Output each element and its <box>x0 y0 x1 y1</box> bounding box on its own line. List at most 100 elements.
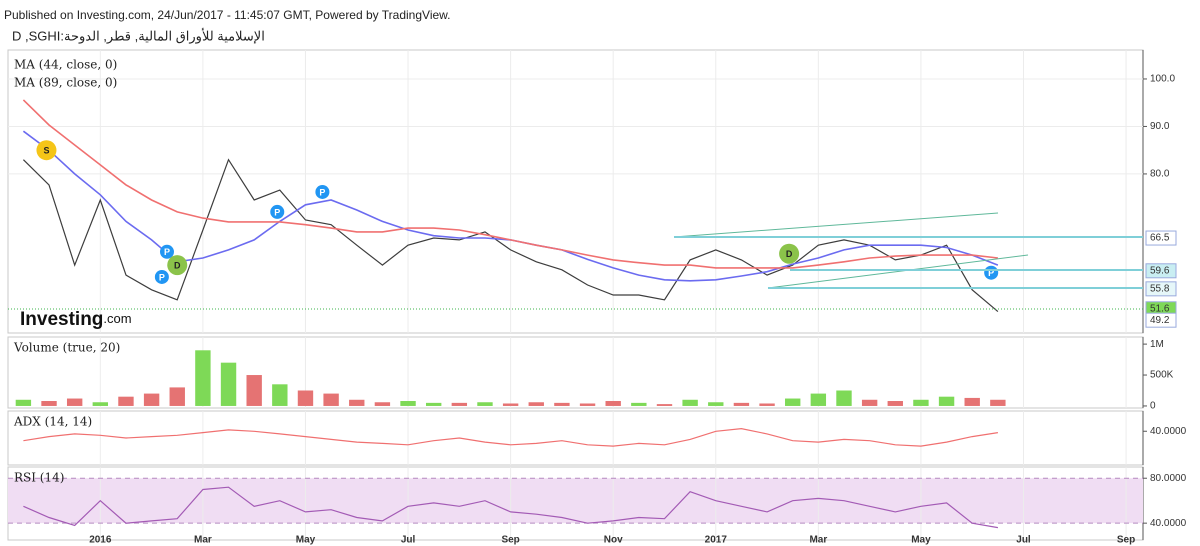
panel <box>7 410 1144 466</box>
volume-bar <box>810 393 827 406</box>
volume-bar <box>579 403 596 406</box>
volume-bar <box>15 399 32 406</box>
panel <box>7 49 1144 334</box>
trend-line <box>767 254 1029 289</box>
y-tick-label: 40.0000 <box>1150 518 1187 529</box>
x-tick-label: Jul <box>401 535 416 546</box>
volume-bar <box>92 402 109 406</box>
event-marker <box>167 255 188 276</box>
price-label-box <box>1145 230 1177 246</box>
band <box>8 478 1143 524</box>
price-line <box>23 427 998 447</box>
price-label-box <box>1145 263 1177 279</box>
panel-title: RSI (14) <box>14 471 64 485</box>
volume-bar <box>938 396 955 406</box>
volume-bar <box>425 402 442 406</box>
volume-bar <box>477 402 493 406</box>
y-tick-label: 80.0000 <box>1150 473 1187 484</box>
x-tick-label: Mar <box>194 535 212 546</box>
event-marker <box>270 204 285 219</box>
volume-bar <box>708 402 724 406</box>
volume-bar <box>323 393 339 406</box>
price-label: 55.8 <box>1150 283 1170 294</box>
x-tick-label: May <box>296 535 316 546</box>
event-marker-label: P <box>164 247 170 257</box>
x-tick-label: Nov <box>604 535 623 546</box>
event-marker-label: S <box>43 146 49 156</box>
volume-bar <box>169 387 185 406</box>
y-tick-label: 80.0 <box>1150 169 1170 180</box>
price-label-box <box>1145 281 1177 297</box>
volume-bar <box>759 403 775 406</box>
volume-bar <box>297 390 314 406</box>
published-note: Published on Investing.com, 24/Jun/2017 … <box>4 8 451 22</box>
event-marker <box>154 269 169 284</box>
event-marker <box>36 140 57 161</box>
price-label: 59.6 <box>1150 265 1170 276</box>
volume-bar <box>41 401 57 406</box>
volume-bar <box>861 399 878 406</box>
x-tick-label: Sep <box>1117 535 1135 546</box>
volume-bar <box>733 402 750 406</box>
volume-bar <box>682 399 698 406</box>
symbol-title: D ,SGHI:الإسلامية للأوراق المالية, قطر, … <box>12 27 265 44</box>
volume-bar <box>400 401 416 406</box>
price-line <box>23 486 999 529</box>
event-marker-label: D <box>174 260 181 270</box>
volume-bar <box>605 401 621 406</box>
price-line <box>22 158 999 313</box>
logo: Investing.com <box>20 309 132 330</box>
volume-bar <box>220 362 237 406</box>
y-tick-label: 100.0 <box>1150 74 1175 85</box>
trend-line <box>673 212 999 238</box>
price-label-box <box>1145 312 1177 328</box>
x-tick-label: Mar <box>809 535 827 546</box>
volume-bar <box>990 399 1006 406</box>
volume-bar <box>143 393 160 406</box>
volume-bar <box>656 404 673 406</box>
logo-suffix: .com <box>103 311 131 326</box>
volume-bar <box>964 397 980 406</box>
volume-bar <box>272 384 288 406</box>
event-marker-label: P <box>274 207 280 217</box>
volume-bar <box>195 350 211 406</box>
legend-label: MA (44, close, 0) <box>14 58 117 72</box>
panel-title: Volume (true, 20) <box>13 341 120 355</box>
legend-label: MA (89, close, 0) <box>14 76 117 90</box>
y-tick-label: 0 <box>1150 401 1156 412</box>
panel-title: ADX (14, 14) <box>13 415 92 429</box>
y-tick-label: 90.0 <box>1150 121 1170 132</box>
event-marker-label: D <box>786 249 793 259</box>
event-marker-label: P <box>319 187 325 197</box>
event-marker-label: P <box>988 268 994 278</box>
volume-bar <box>66 398 83 406</box>
plot: 100.0 90.0 80.0 MA (44, close, 0) MA (89, cl… <box>7 49 1187 546</box>
x-tick-label: Sep <box>501 535 519 546</box>
volume-bar <box>528 402 544 406</box>
event-marker <box>159 244 174 259</box>
volume-bar <box>246 375 262 406</box>
drawings <box>8 212 1143 310</box>
x-tick-label: 2016 <box>89 535 112 546</box>
series-line <box>22 99 998 269</box>
volume-bar <box>451 402 468 406</box>
volume-bar <box>554 402 570 406</box>
x-tick-label: 2017 <box>705 535 728 546</box>
price-label: 66.5 <box>1150 233 1170 244</box>
volume-bar <box>349 399 365 406</box>
volume-bar <box>785 398 801 406</box>
price-label: 49.2 <box>1150 315 1170 326</box>
x-tick-label: May <box>911 535 931 546</box>
volume-bar <box>913 399 929 406</box>
event-marker <box>779 243 800 264</box>
volume-bar <box>502 403 519 406</box>
volume-bar <box>836 390 852 406</box>
y-tick-label: 1M <box>1150 339 1164 350</box>
volume-bar <box>118 396 134 406</box>
event-marker-label: P <box>159 272 165 282</box>
y-tick-label: 500K <box>1150 370 1174 381</box>
price-label: 51.6 <box>1150 303 1170 314</box>
volume-bar <box>887 401 903 406</box>
x-tick-label: Jul <box>1016 535 1031 546</box>
